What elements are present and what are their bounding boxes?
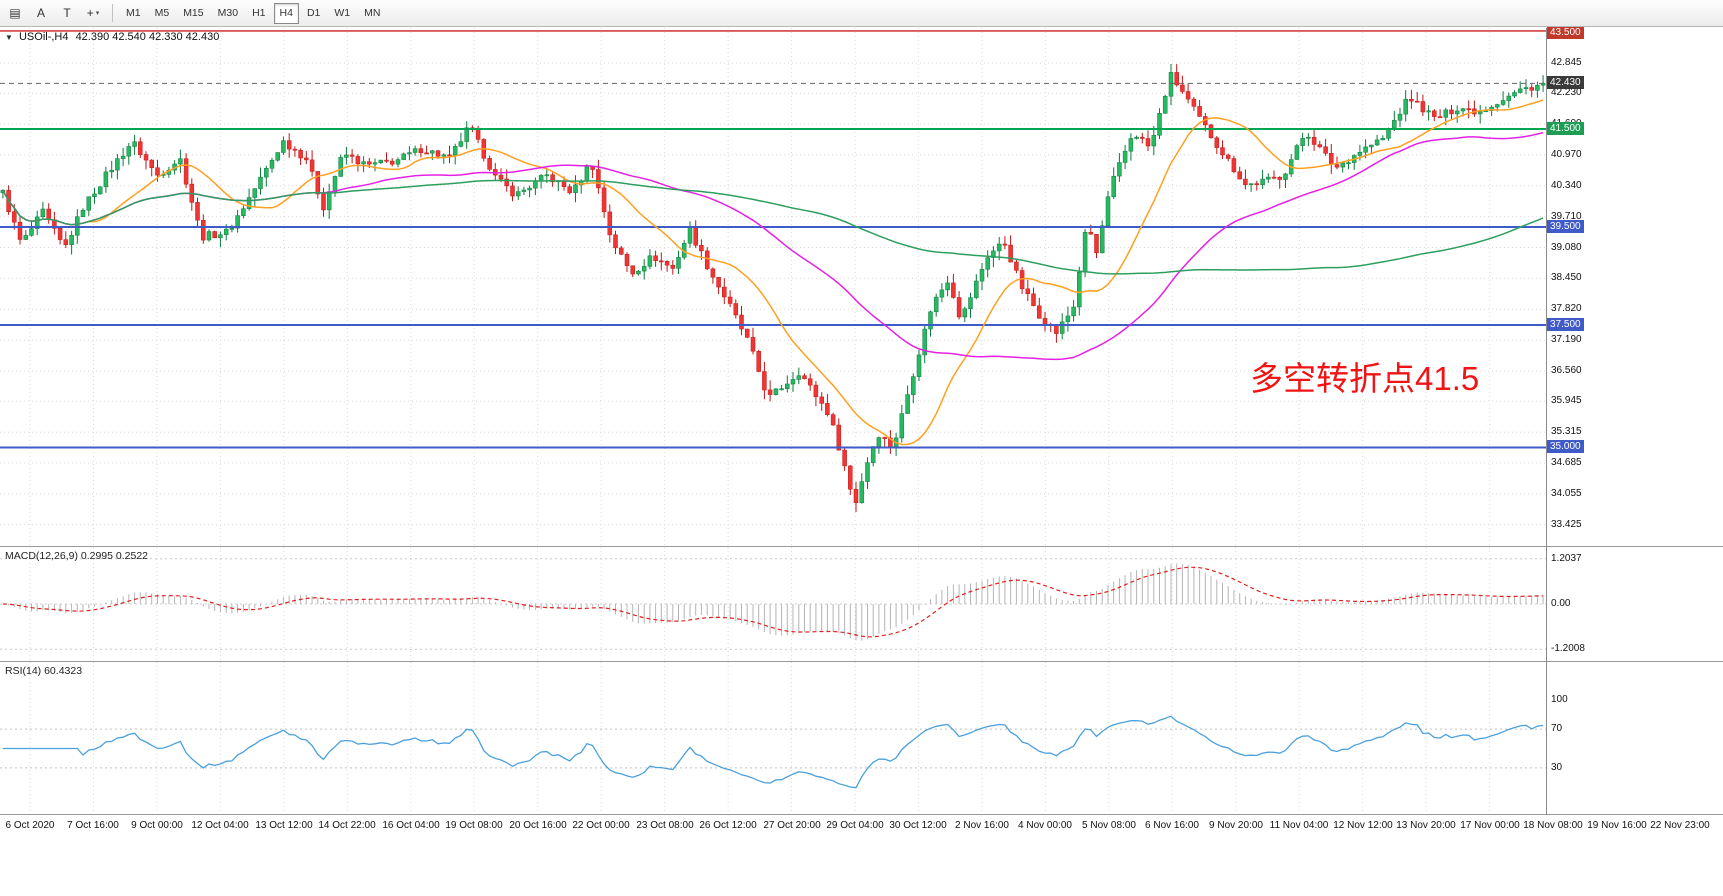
rsi-canvas[interactable] xyxy=(0,662,1546,814)
time-tick-label: 19 Nov 16:00 xyxy=(1587,820,1647,831)
chart-annotation[interactable]: 多空转折点41.5 xyxy=(1250,360,1480,397)
timeframe-h1-button[interactable]: H1 xyxy=(252,7,266,19)
charts-grid-icon[interactable]: ▤ xyxy=(9,6,21,20)
time-tick-label: 9 Oct 00:00 xyxy=(131,820,183,831)
time-tick-label: 26 Oct 12:00 xyxy=(699,820,757,831)
timeframe-m15-button[interactable]: M15 xyxy=(183,7,204,19)
ohlc-values: 42.390 42.540 42.330 42.430 xyxy=(75,31,220,43)
price-badge: 42.430 xyxy=(1547,76,1584,89)
price-tick-label: 35.945 xyxy=(1551,395,1582,406)
price-tick-label: 42.230 xyxy=(1551,87,1582,98)
time-tick-label: 27 Oct 20:00 xyxy=(763,820,821,831)
timeframe-d1-button[interactable]: D1 xyxy=(306,7,321,19)
crosshair-icon[interactable]: + ▾ xyxy=(86,6,100,20)
time-tick-label: 23 Oct 08:00 xyxy=(636,820,694,831)
price-tick-label: 40.970 xyxy=(1551,149,1582,160)
price-tick-label: 42.845 xyxy=(1551,57,1582,68)
text-label-icon[interactable]: A xyxy=(36,6,45,20)
panel-separator-macd-rsi[interactable] xyxy=(0,661,1723,662)
time-tick-label: 5 Nov 08:00 xyxy=(1082,820,1136,831)
timeframe-m1-button[interactable]: M1 xyxy=(126,7,141,19)
time-axis-separator xyxy=(0,814,1723,815)
time-tick-label: 30 Oct 12:00 xyxy=(889,820,947,831)
macd-canvas[interactable] xyxy=(0,547,1546,661)
price-axis-border xyxy=(1546,28,1547,815)
price-tick-label: 37.820 xyxy=(1551,303,1582,314)
time-tick-label: 13 Nov 20:00 xyxy=(1396,820,1456,831)
time-tick-label: 12 Oct 04:00 xyxy=(191,820,249,831)
time-tick-label: 4 Nov 00:00 xyxy=(1018,820,1072,831)
price-badge: 43.500 xyxy=(1547,26,1584,39)
price-tick-label: 33.425 xyxy=(1551,519,1582,530)
timeframe-toolbar: M1 M5 M15 M30 H1 H4 D1 W1 MN xyxy=(119,2,387,24)
toolbar: ▤ A T + ▾ M1 M5 M15 M30 H1 H4 D1 W1 MN xyxy=(0,0,1723,27)
collapse-arrow-icon[interactable]: ▼ xyxy=(5,33,13,42)
price-tick-label: 36.560 xyxy=(1551,365,1582,376)
toolbar-separator xyxy=(112,4,113,22)
time-tick-label: 2 Nov 16:00 xyxy=(955,820,1009,831)
chart-title: ▼ USOil-,H4 42.390 42.540 42.330 42.430 xyxy=(5,31,219,43)
text-frame-icon[interactable]: T xyxy=(63,6,71,20)
price-tick-label: 39.080 xyxy=(1551,242,1582,253)
macd-tick-label: -1.2008 xyxy=(1551,643,1585,654)
rsi-tick-label: 70 xyxy=(1551,723,1563,734)
main-chart-canvas[interactable] xyxy=(0,28,1546,546)
price-tick-label: 34.055 xyxy=(1551,488,1582,499)
price-tick-label: 39.710 xyxy=(1551,211,1582,222)
price-badge: 35.000 xyxy=(1547,440,1584,453)
time-tick-label: 19 Oct 08:00 xyxy=(445,820,503,831)
time-tick-label: 7 Oct 16:00 xyxy=(67,820,119,831)
time-tick-label: 11 Nov 04:00 xyxy=(1269,820,1329,831)
timeframe-m5-button[interactable]: M5 xyxy=(154,7,170,19)
price-tick-label: 40.340 xyxy=(1551,180,1582,191)
price-badge: 37.500 xyxy=(1547,318,1584,331)
time-tick-label: 29 Oct 04:00 xyxy=(826,820,884,831)
price-badge: 41.500 xyxy=(1547,122,1584,135)
timeframe-w1-button[interactable]: W1 xyxy=(334,7,351,19)
timeframe-h4-button[interactable]: H4 xyxy=(273,2,299,24)
price-tick-label: 37.190 xyxy=(1551,334,1582,345)
price-badge: 39.500 xyxy=(1547,220,1584,233)
macd-label: MACD(12,26,9) 0.2995 0.2522 xyxy=(5,550,149,562)
price-tick-label: 35.315 xyxy=(1551,426,1582,437)
time-tick-label: 17 Nov 00:00 xyxy=(1460,820,1520,831)
time-tick-label: 6 Oct 2020 xyxy=(5,820,55,831)
rsi-tick-label: 30 xyxy=(1551,762,1563,773)
time-tick-label: 18 Nov 08:00 xyxy=(1523,820,1583,831)
toolbar-tools: ▤ A T + ▾ xyxy=(2,2,106,25)
time-tick-label: 9 Nov 20:00 xyxy=(1209,820,1263,831)
timeframe-mn-button[interactable]: MN xyxy=(364,7,381,19)
dropdown-caret-icon[interactable]: ▾ xyxy=(95,10,100,17)
price-tick-label: 38.450 xyxy=(1551,272,1582,283)
time-tick-label: 22 Nov 23:00 xyxy=(1650,820,1710,831)
rsi-tick-label: 100 xyxy=(1551,694,1568,705)
timeframe-m30-button[interactable]: M30 xyxy=(217,7,239,19)
time-tick-label: 6 Nov 16:00 xyxy=(1145,820,1199,831)
panel-separator-main-macd[interactable] xyxy=(0,546,1723,547)
symbol-title: USOil-,H4 xyxy=(18,31,69,43)
macd-tick-label: 1.2037 xyxy=(1551,553,1582,564)
time-tick-label: 13 Oct 12:00 xyxy=(255,820,313,831)
rsi-label: RSI(14) 60.4323 xyxy=(5,665,83,677)
time-tick-label: 12 Nov 12:00 xyxy=(1333,820,1393,831)
time-tick-label: 14 Oct 22:00 xyxy=(318,820,376,831)
price-tick-label: 34.685 xyxy=(1551,457,1582,468)
time-tick-label: 22 Oct 00:00 xyxy=(572,820,630,831)
macd-tick-label: 0.00 xyxy=(1551,598,1571,609)
time-tick-label: 16 Oct 04:00 xyxy=(382,820,440,831)
time-tick-label: 20 Oct 16:00 xyxy=(509,820,567,831)
